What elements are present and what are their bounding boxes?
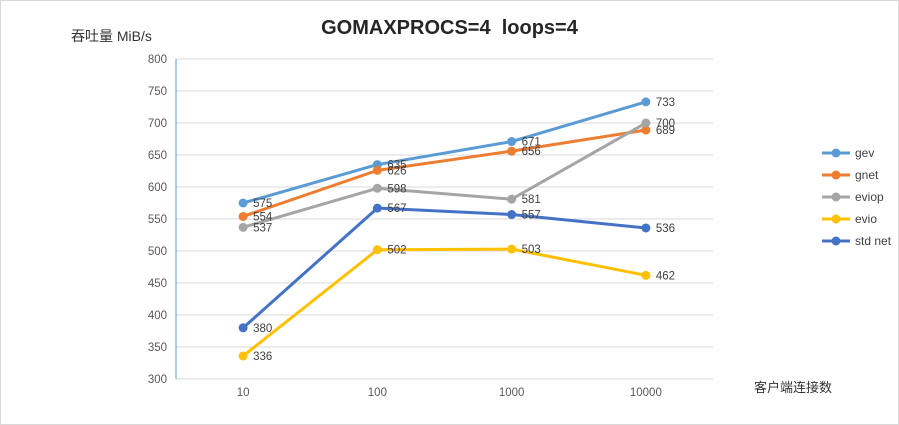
data-label-gnet-1000: 656 [522, 146, 541, 158]
legend-item-gev[interactable]: gev [821, 142, 891, 164]
data-label-eviop-10: 537 [253, 222, 272, 234]
series-line-evio [241, 247, 648, 358]
data-point-eviop-10000 [641, 118, 651, 128]
x-tick-10000: 10000 [630, 387, 662, 399]
data-point-eviop-10 [238, 222, 248, 232]
data-label-std-net-10000: 536 [656, 223, 675, 235]
data-point-std-net-1000 [507, 210, 517, 220]
data-point-evio-10 [238, 351, 248, 361]
series-line-gev [241, 100, 648, 205]
legend-item-eviop[interactable]: eviop [821, 186, 891, 208]
y-tick-400: 400 [148, 310, 167, 322]
data-label-gev-10000: 733 [656, 97, 675, 109]
y-tick-350: 350 [148, 342, 167, 354]
legend-swatch-eviop [822, 192, 850, 202]
y-tick-750: 750 [148, 86, 167, 98]
y-tick-800: 800 [148, 54, 167, 66]
data-label-gnet-10000: 689 [656, 125, 675, 137]
data-label-eviop-10000: 700 [656, 118, 675, 130]
x-tick-10: 10 [237, 387, 250, 399]
series-line-eviop [241, 121, 648, 229]
x-axis-title: 客户端连接数 [754, 380, 833, 395]
data-label-gnet-100: 626 [387, 165, 406, 177]
data-point-std-net-10 [238, 323, 248, 333]
y-tick-550: 550 [148, 214, 167, 226]
data-label-gev-10: 575 [253, 198, 272, 210]
legend-label-evio: evio [855, 212, 878, 226]
y-tick-450: 450 [148, 278, 167, 290]
data-point-gnet-1000 [507, 146, 517, 156]
data-point-evio-100 [372, 245, 382, 255]
data-point-gnet-100 [372, 165, 382, 175]
data-label-std-net-10: 380 [253, 323, 272, 335]
data-label-eviop-1000: 581 [522, 194, 541, 206]
data-point-evio-1000 [507, 244, 517, 254]
data-point-std-net-100 [372, 203, 382, 213]
legend-label-std-net: std net [855, 234, 892, 248]
legend: gev gnet eviop evio std net [821, 142, 891, 252]
data-label-evio-10000: 462 [656, 270, 675, 282]
data-point-gev-10 [238, 198, 248, 208]
data-point-gev-1000 [507, 137, 517, 147]
legend-item-gnet[interactable]: gnet [821, 164, 891, 186]
legend-swatch-std-net [822, 236, 850, 246]
data-point-gnet-10000 [641, 125, 651, 135]
data-point-gnet-10 [238, 211, 248, 221]
series-line-gnet [241, 128, 648, 218]
y-tick-500: 500 [148, 246, 167, 258]
data-label-evio-1000: 503 [522, 244, 541, 256]
data-label-std-net-1000: 557 [522, 210, 541, 222]
data-point-std-net-10000 [641, 223, 651, 233]
y-tick-300: 300 [148, 374, 167, 386]
legend-label-gnet: gnet [855, 168, 879, 182]
data-label-evio-10: 336 [253, 351, 272, 363]
legend-label-eviop: eviop [855, 190, 884, 204]
x-tick-1000: 1000 [499, 387, 525, 399]
y-tick-700: 700 [148, 118, 167, 130]
data-point-eviop-100 [372, 183, 382, 193]
legend-item-std-net[interactable]: std net [821, 230, 891, 252]
data-label-gev-100: 635 [387, 160, 406, 172]
data-label-evio-100: 502 [387, 245, 406, 257]
y-tick-600: 600 [148, 182, 167, 194]
x-tick-100: 100 [368, 387, 387, 399]
data-point-evio-10000 [641, 270, 651, 280]
legend-swatch-gnet [822, 170, 850, 180]
series-line-std-net [241, 206, 648, 330]
data-point-gev-10000 [641, 97, 651, 107]
legend-swatch-evio [822, 214, 850, 224]
data-label-gnet-10: 554 [253, 211, 273, 223]
y-axis-title: 吞吐量 MiB/s [71, 28, 152, 44]
data-point-eviop-1000 [507, 194, 517, 204]
chart-title: GOMAXPROCS=4 loops=4 [321, 17, 578, 39]
data-label-std-net-100: 567 [387, 203, 406, 215]
data-label-gev-1000: 671 [522, 137, 541, 149]
legend-item-evio[interactable]: evio [821, 208, 891, 230]
legend-swatch-gev [822, 148, 850, 158]
data-label-eviop-100: 598 [387, 183, 406, 195]
legend-label-gev: gev [855, 146, 875, 160]
y-tick-650: 650 [148, 150, 167, 162]
